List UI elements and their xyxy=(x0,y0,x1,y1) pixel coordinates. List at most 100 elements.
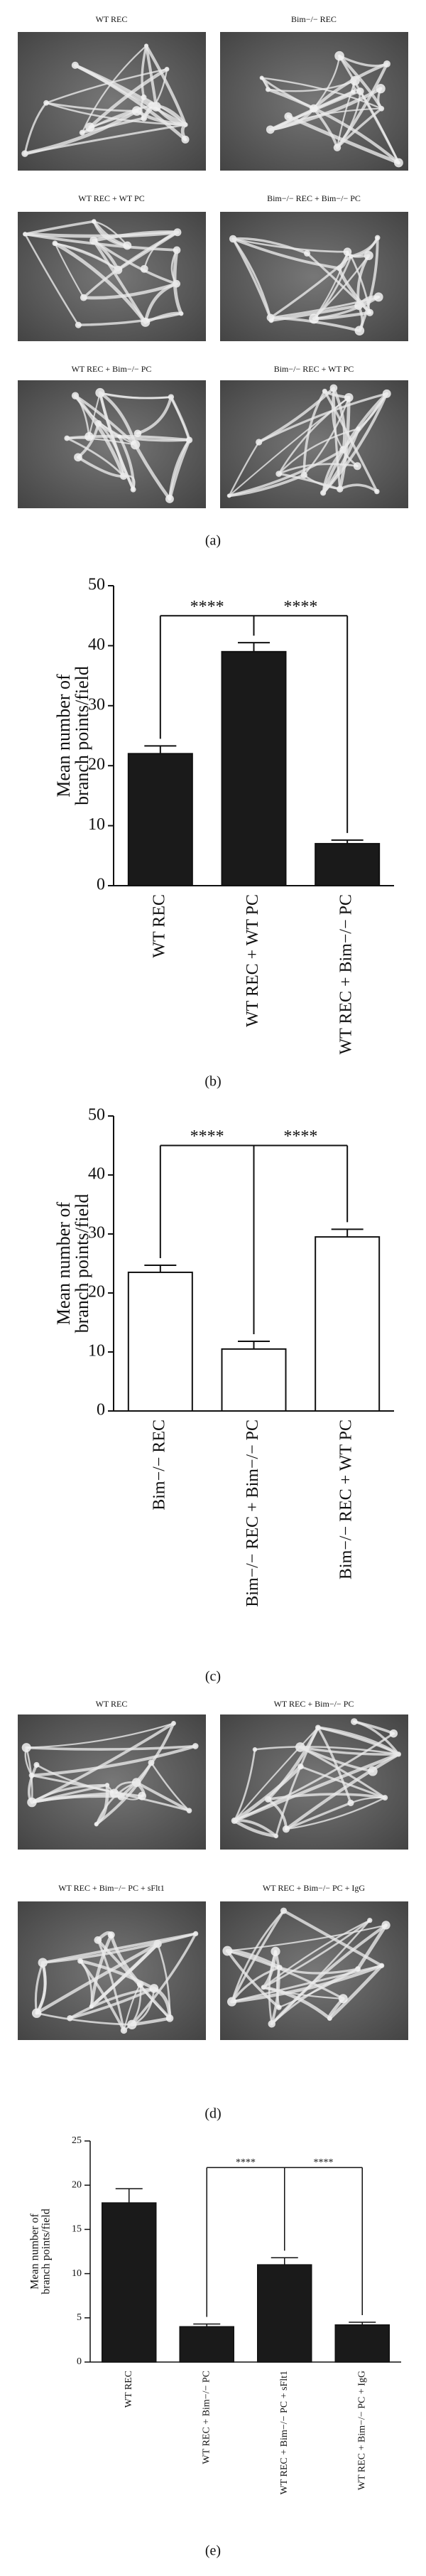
cell-cluster xyxy=(310,104,318,113)
y-axis-title: Mean number of xyxy=(29,2213,41,2290)
image-label: WT REC xyxy=(96,1699,128,1709)
vessel xyxy=(338,395,351,491)
cell-cluster xyxy=(367,1918,373,1923)
vessel xyxy=(136,395,173,435)
vessel xyxy=(226,1949,344,2000)
cell-cluster xyxy=(252,1747,258,1752)
vessel xyxy=(322,392,388,495)
y-tick-label: 25 xyxy=(72,2135,82,2146)
vessel xyxy=(143,282,178,324)
cell-cluster xyxy=(334,50,344,61)
x-tick-label: WT REC + Bim−/− PC xyxy=(337,894,356,1055)
vessel xyxy=(77,456,125,478)
cell-cluster xyxy=(343,247,352,257)
micrograph xyxy=(18,212,206,341)
vessel xyxy=(41,1932,197,1964)
micrograph xyxy=(220,32,408,171)
vessel xyxy=(234,1727,319,1822)
cell-cluster xyxy=(374,235,381,241)
vessel xyxy=(278,1968,359,2009)
cell-cluster xyxy=(297,1763,304,1770)
vessel xyxy=(228,441,260,497)
vessel xyxy=(338,483,378,493)
vessel xyxy=(327,1963,384,2021)
cell-cluster xyxy=(117,434,122,439)
y-tick-label: 20 xyxy=(88,1283,105,1302)
vessel xyxy=(45,102,187,126)
vessel xyxy=(230,1966,281,2003)
y-axis-title: Mean number of xyxy=(53,1202,74,1326)
vessel xyxy=(31,1791,116,1804)
vessel xyxy=(228,397,350,497)
vessel xyxy=(131,1987,155,2026)
vessel xyxy=(317,1726,400,1756)
vessel xyxy=(75,395,136,446)
vessel xyxy=(92,239,178,286)
cell-cluster xyxy=(94,1822,99,1827)
vessel xyxy=(275,1966,281,2009)
cell-cluster xyxy=(381,1921,390,1930)
vessel xyxy=(79,1959,126,2032)
x-tick-label: WT REC + Bim−/− PC xyxy=(201,2371,212,2464)
vessel xyxy=(232,1819,278,1838)
cell-cluster xyxy=(92,219,97,224)
y-tick-label: 40 xyxy=(88,1165,105,1184)
y-tick-label: 30 xyxy=(88,695,105,714)
cell-cluster xyxy=(344,392,354,402)
vessel xyxy=(95,1781,138,1825)
vessel xyxy=(26,1722,175,1749)
x-tick-label: Bim−/− REC xyxy=(150,1420,168,1510)
vessel xyxy=(335,62,389,149)
cell-cluster xyxy=(284,112,293,121)
micrograph xyxy=(18,1714,206,1850)
vessel xyxy=(98,391,135,491)
x-tick-label: WT REC xyxy=(124,2371,134,2408)
vessel xyxy=(269,254,353,319)
cell-cluster xyxy=(131,106,142,116)
image-label: WT REC + Bim−/− PC xyxy=(274,1699,354,1709)
vessel xyxy=(312,62,389,110)
vessel xyxy=(258,392,388,444)
vessel xyxy=(65,437,125,478)
vessel xyxy=(282,1909,383,1968)
cell-cluster xyxy=(268,318,274,323)
vessel xyxy=(118,435,135,491)
vessel xyxy=(54,242,84,299)
vessel xyxy=(270,1950,280,2026)
significance-label: **** xyxy=(283,1127,317,1146)
panel-label: (e) xyxy=(205,2543,221,2559)
vessel xyxy=(118,435,191,442)
micrograph xyxy=(220,1901,408,2040)
vessel xyxy=(231,237,309,255)
vessel xyxy=(168,438,192,501)
vessel xyxy=(81,45,148,134)
vessel xyxy=(30,1744,197,1777)
panel-label: (a) xyxy=(205,533,221,549)
micrograph-background xyxy=(220,380,408,508)
vessel xyxy=(24,233,80,326)
y-tick-label: 50 xyxy=(88,576,105,594)
cell-cluster xyxy=(271,1946,280,1956)
vessel xyxy=(89,1942,160,2009)
cell-cluster xyxy=(43,100,49,106)
vessel xyxy=(53,242,119,272)
cell-cluster xyxy=(85,122,95,132)
cell-cluster xyxy=(52,240,58,247)
vessel xyxy=(232,1752,400,1823)
cell-cluster xyxy=(181,135,190,144)
vessel xyxy=(45,102,138,112)
vessel xyxy=(336,80,356,149)
vessel xyxy=(299,1746,386,1799)
vessel xyxy=(266,87,400,165)
vessel xyxy=(144,44,158,109)
vessel xyxy=(358,236,379,333)
y-tick-label: 0 xyxy=(97,876,105,894)
y-tick-label: 10 xyxy=(88,815,105,834)
cell-cluster xyxy=(304,249,311,257)
cell-cluster xyxy=(84,431,94,441)
cell-cluster xyxy=(351,1718,358,1725)
micrograph xyxy=(18,380,206,508)
cell-cluster xyxy=(378,1963,385,1968)
